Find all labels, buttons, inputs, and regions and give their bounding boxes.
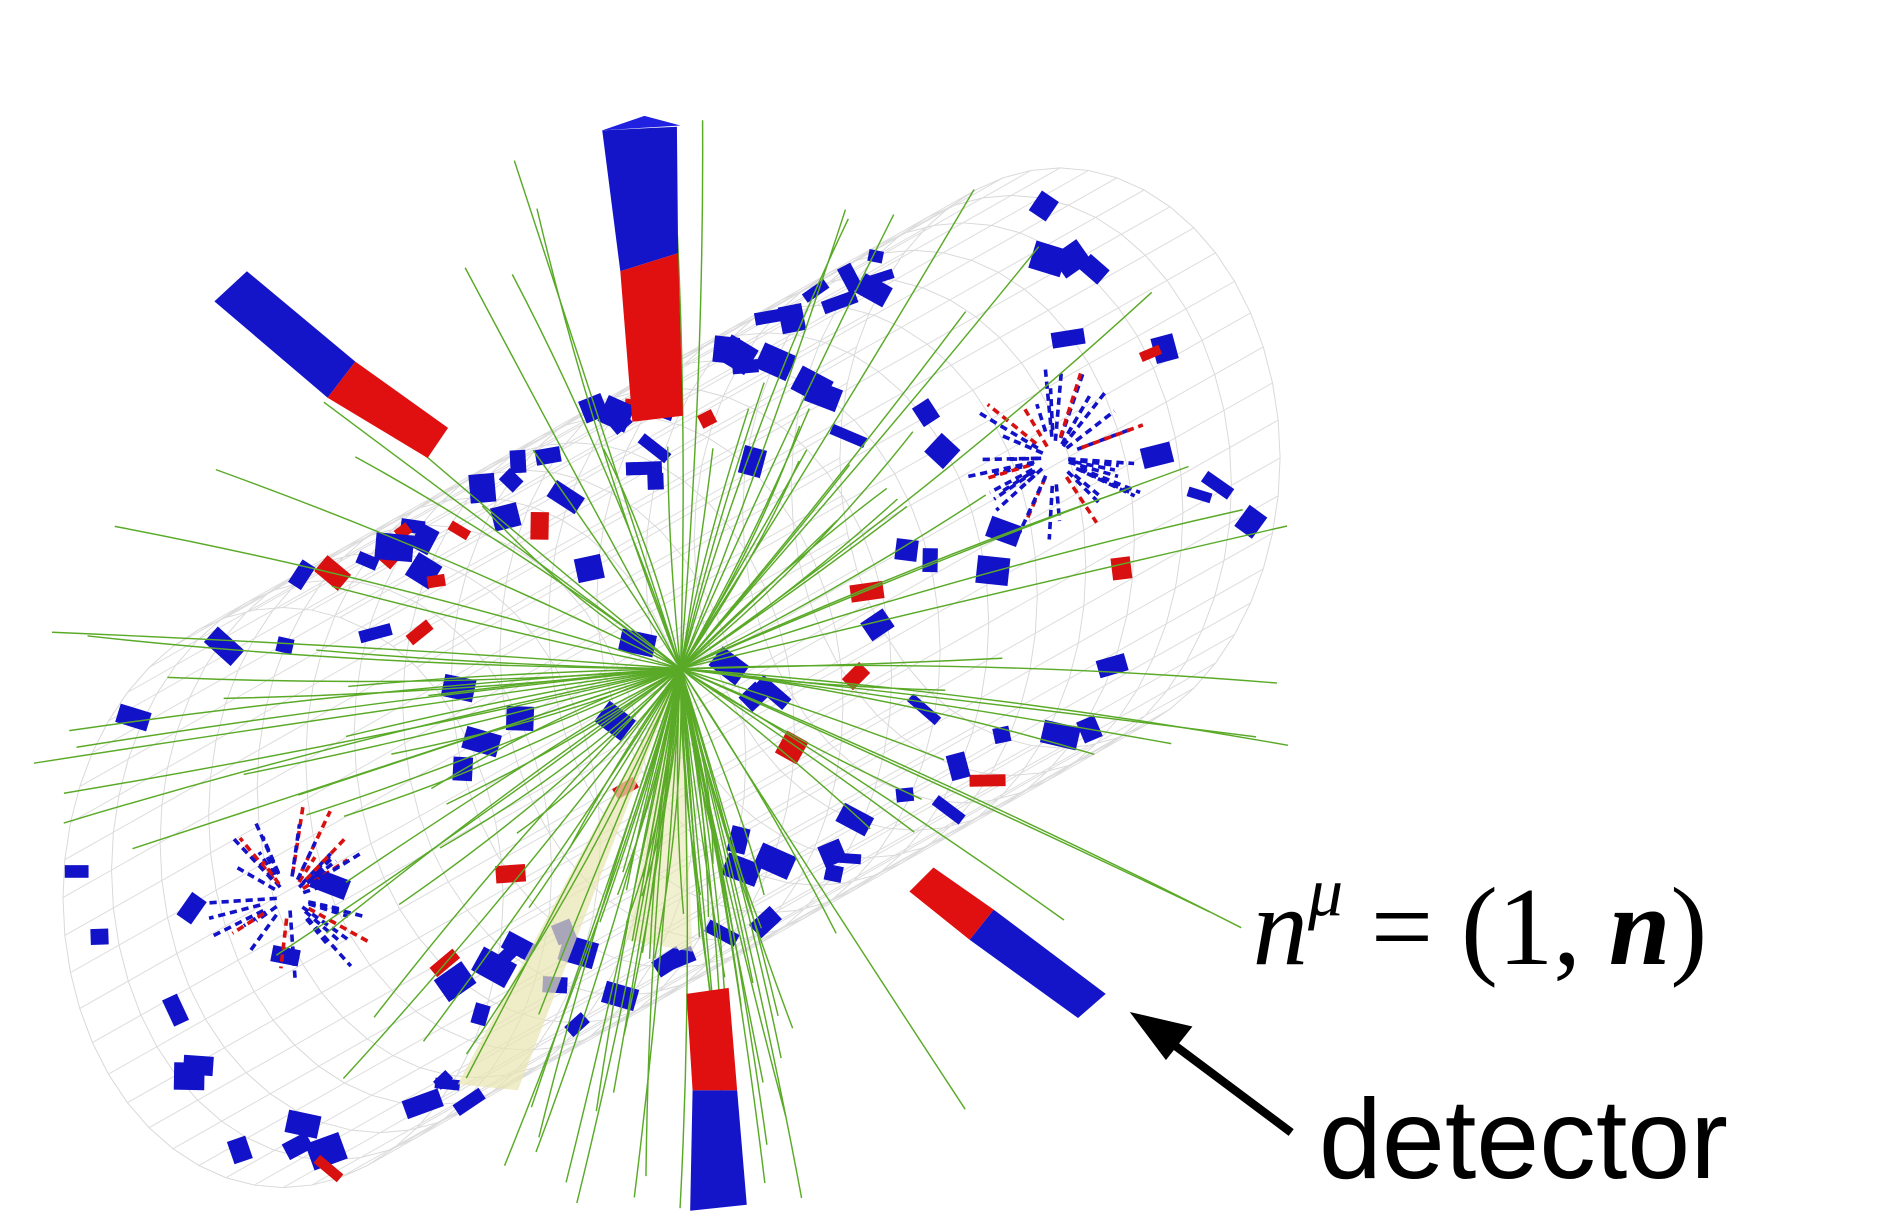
arrow [1130,1012,1291,1132]
cell [969,774,1005,787]
cell [647,473,664,490]
cell [434,1078,460,1091]
cell [946,751,971,781]
formula-part: n [1609,865,1671,988]
cell [924,433,960,469]
cell [821,290,859,314]
tower [620,253,683,422]
endcap-hit [1037,404,1046,431]
track [681,488,887,668]
cell [115,704,151,732]
cell [65,865,89,878]
grid-line [340,178,1117,618]
cell [90,928,108,944]
formula-part: = (1, [1343,865,1609,988]
cell [275,636,294,654]
endcap-hit [308,918,351,966]
track [132,669,680,849]
endcap-hit [1049,486,1052,540]
cell [227,1136,253,1165]
track [681,120,703,669]
cell [1110,556,1132,580]
tower [690,1090,747,1210]
cell [697,409,717,429]
cell [829,424,867,448]
cell [975,555,1010,586]
formula-part: ) [1670,865,1707,988]
formula-part: n [1253,865,1308,988]
track [64,669,681,823]
cell [510,450,527,474]
tower [602,127,678,272]
cell [270,945,301,966]
grid-line [70,383,847,823]
cell [932,795,966,825]
endcap-hit [207,898,277,903]
tower [687,988,738,1090]
cell [374,532,414,562]
cell [1029,191,1059,222]
cell [1187,487,1213,504]
endcap-hit [1080,468,1140,492]
towers [214,116,1105,1211]
cell [448,520,472,540]
cell [530,512,549,540]
detector-label: detector [1319,1076,1728,1202]
tower [328,362,448,458]
tower [970,910,1106,1018]
cell [183,1055,214,1076]
grid-line [149,688,926,1128]
cell [1140,442,1174,469]
event-display: nμ = (1, n) detector [0,0,1885,1217]
endcap-hit [965,462,1034,477]
cell [601,981,639,1011]
cell [468,473,496,504]
cell [849,581,884,603]
cell [638,433,672,463]
endcap-hit [1063,390,1107,446]
formula: nμ = (1, n) [1253,855,1708,988]
cell [176,892,206,925]
grid-line [496,533,1273,973]
track [681,526,1288,669]
cell [162,994,189,1027]
endcap-hit [1055,370,1061,441]
cell [284,1110,321,1139]
tower [214,271,355,397]
cell [1051,328,1086,349]
formula-part: μ [1307,855,1343,932]
arrow-shaft [1162,1036,1291,1132]
cell [574,554,605,583]
cell [778,303,807,334]
page: nμ = (1, n) detector (() => { const data… [0,0,1885,1217]
